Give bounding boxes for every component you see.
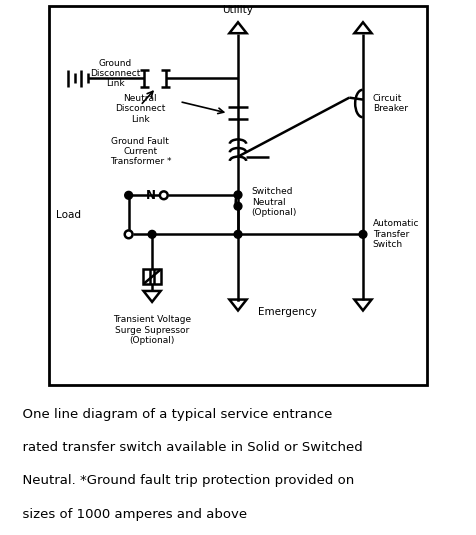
Circle shape <box>125 231 132 238</box>
Text: Neutral
Disconnect
Link: Neutral Disconnect Link <box>115 94 166 124</box>
Text: rated transfer switch available in Solid or Switched: rated transfer switch available in Solid… <box>14 441 363 454</box>
Circle shape <box>234 231 242 238</box>
Text: Ground Fault
Current
Transformer *: Ground Fault Current Transformer * <box>109 136 171 166</box>
Text: Emergency: Emergency <box>258 308 316 317</box>
Circle shape <box>234 202 242 210</box>
Bar <box>143 270 161 284</box>
Circle shape <box>234 191 242 199</box>
Text: Switched
Neutral
(Optional): Switched Neutral (Optional) <box>252 187 297 217</box>
Circle shape <box>148 231 156 238</box>
Text: Ground
Disconnect
Link: Ground Disconnect Link <box>90 58 140 88</box>
Circle shape <box>160 192 168 199</box>
Text: N: N <box>146 189 156 202</box>
Text: sizes of 1000 amperes and above: sizes of 1000 amperes and above <box>14 508 248 521</box>
Text: Transient Voltage
Surge Supressor
(Optional): Transient Voltage Surge Supressor (Optio… <box>113 315 191 345</box>
Circle shape <box>359 231 367 238</box>
Text: Load: Load <box>56 210 81 220</box>
Circle shape <box>125 192 132 199</box>
Text: Circuit
Breaker: Circuit Breaker <box>373 94 408 113</box>
Text: Automatic
Transfer
Switch: Automatic Transfer Switch <box>373 219 419 249</box>
Text: Utility: Utility <box>223 5 253 15</box>
Text: One line diagram of a typical service entrance: One line diagram of a typical service en… <box>14 408 333 421</box>
Text: Neutral. *Ground fault trip protection provided on: Neutral. *Ground fault trip protection p… <box>14 475 355 487</box>
